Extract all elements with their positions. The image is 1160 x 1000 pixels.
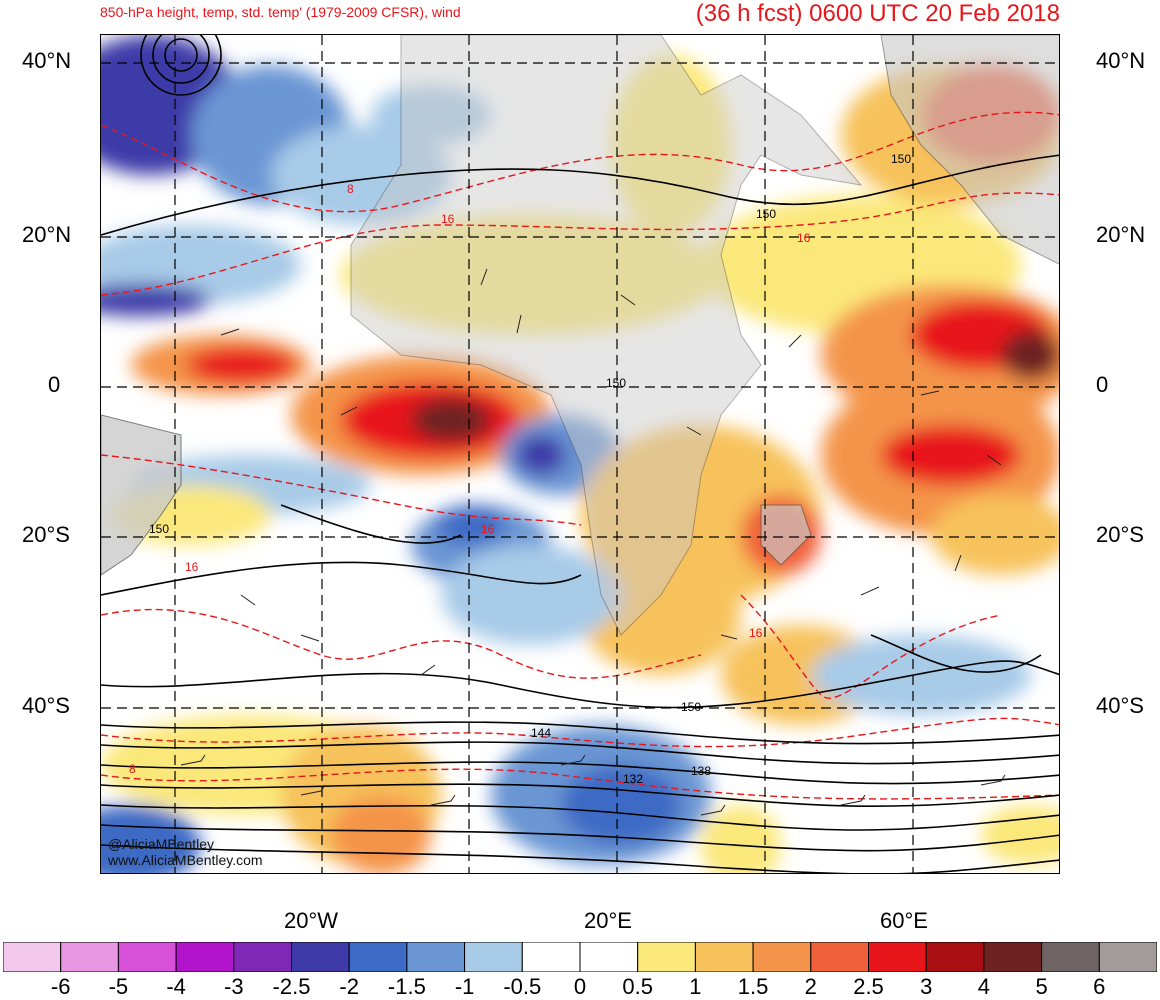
colorbar-tick-label: -4 bbox=[166, 974, 186, 999]
lat-label-left: 20°S bbox=[22, 522, 70, 547]
height-label: 150 bbox=[681, 700, 701, 714]
credit-handle: @AliciaMBentley bbox=[108, 836, 215, 852]
colorbar-tick-label: 6 bbox=[1093, 974, 1106, 999]
credit-url: www.AliciaMBentley.com bbox=[108, 852, 263, 868]
lat-label-left: 40°S bbox=[22, 693, 70, 718]
colorbar-tick-label: -1 bbox=[454, 974, 475, 999]
colorbar-swatch bbox=[464, 942, 523, 972]
colorbar-swatch bbox=[752, 942, 812, 972]
colorbar-tick-label: -2.5 bbox=[272, 974, 311, 999]
lon-label: 60°E bbox=[880, 908, 928, 933]
lat-label-left: 20°N bbox=[22, 222, 72, 247]
colorbar-tick-label: 0 bbox=[573, 974, 587, 999]
colorbar-swatch bbox=[1041, 942, 1100, 972]
colorbar-tick-label: -2 bbox=[339, 974, 359, 999]
height-label: 132 bbox=[623, 772, 643, 786]
colorbar-swatch bbox=[925, 942, 985, 972]
map-title: (36 h fcst) 0600 UTC 20 Feb 2018 bbox=[695, 0, 1060, 27]
map-panel: 150 150 150 150 150 144 138 132 8 16 16 … bbox=[100, 34, 1060, 874]
colorbar-tick-label: 4 bbox=[977, 974, 991, 999]
colorbar-tick-label: -5 bbox=[108, 974, 129, 999]
colorbar-swatch bbox=[1098, 942, 1157, 972]
lon-label: 20°W bbox=[284, 908, 339, 933]
temp-label: 8 bbox=[129, 762, 136, 776]
height-label: 150 bbox=[149, 522, 169, 536]
colorbar-swatch bbox=[3, 942, 62, 972]
lat-label-right: 40°N bbox=[1096, 48, 1146, 73]
colorbar-swatch bbox=[60, 942, 119, 972]
contour-labels: 150 150 150 150 150 144 138 132 8 16 16 … bbox=[129, 152, 911, 786]
colorbar-tick-label: 0.5 bbox=[622, 974, 653, 999]
colorbar-tick-label: 1.5 bbox=[737, 974, 769, 999]
colorbar-swatch bbox=[175, 942, 235, 972]
colorbar-tick-label: 5 bbox=[1035, 974, 1048, 999]
colorbar-tick-label: -1.5 bbox=[387, 974, 426, 999]
map-subtitle: 850-hPa height, temp, std. temp' (1979-2… bbox=[100, 4, 461, 20]
height-label: 138 bbox=[691, 764, 711, 778]
colorbar-tick-label: 1 bbox=[689, 974, 702, 999]
temp-label: 16 bbox=[749, 626, 763, 640]
colorbar-tick-label: -6 bbox=[50, 974, 71, 999]
height-label: 144 bbox=[531, 726, 551, 740]
height-label: 150 bbox=[891, 152, 911, 166]
temp-label: 16 bbox=[797, 231, 811, 245]
temp-label: 16 bbox=[481, 522, 495, 536]
lat-label-left: 40°N bbox=[22, 48, 72, 73]
colorbar-tick-label: 2 bbox=[804, 974, 817, 999]
colorbar-swatch bbox=[117, 942, 177, 972]
colorbar-tick-label: -3 bbox=[224, 974, 244, 999]
colorbar-tick-label: 3 bbox=[920, 974, 933, 999]
colorbar bbox=[3, 942, 1157, 972]
colorbar-swatch bbox=[521, 942, 581, 972]
anomaly-map: 150 150 150 150 150 144 138 132 8 16 16 … bbox=[101, 35, 1059, 873]
temp-label: 16 bbox=[441, 212, 455, 226]
graticule bbox=[101, 35, 1059, 873]
lat-label-right: 40°S bbox=[1096, 693, 1144, 718]
lat-label-left: 0 bbox=[48, 372, 61, 397]
colorbar-swatch bbox=[637, 942, 696, 972]
colorbar-swatch bbox=[579, 942, 639, 972]
colorbar-tick-label: -0.5 bbox=[503, 974, 542, 999]
colorbar-tick-label: 2.5 bbox=[853, 974, 884, 999]
colorbar-swatch bbox=[694, 942, 754, 972]
anomaly-shading bbox=[101, 35, 1059, 873]
colorbar-swatch bbox=[983, 942, 1043, 972]
height-label: 150 bbox=[756, 207, 776, 221]
lat-label-right: 20°N bbox=[1096, 222, 1146, 247]
colorbar-swatch bbox=[406, 942, 466, 972]
height-contours bbox=[101, 35, 1059, 873]
lat-label-right: 0 bbox=[1096, 372, 1109, 397]
temp-label: 16 bbox=[185, 560, 199, 574]
colorbar-swatch bbox=[348, 942, 408, 972]
colorbar-swatch bbox=[868, 942, 927, 972]
colorbar-swatch bbox=[291, 942, 350, 972]
lat-label-right: 20°S bbox=[1096, 522, 1144, 547]
colorbar-swatch bbox=[233, 942, 293, 972]
wind-barbs bbox=[180, 268, 1006, 816]
colorbar-swatch bbox=[810, 942, 869, 972]
lon-label: 20°E bbox=[584, 908, 632, 933]
temp-label: 8 bbox=[347, 182, 354, 196]
height-label: 150 bbox=[606, 376, 626, 390]
